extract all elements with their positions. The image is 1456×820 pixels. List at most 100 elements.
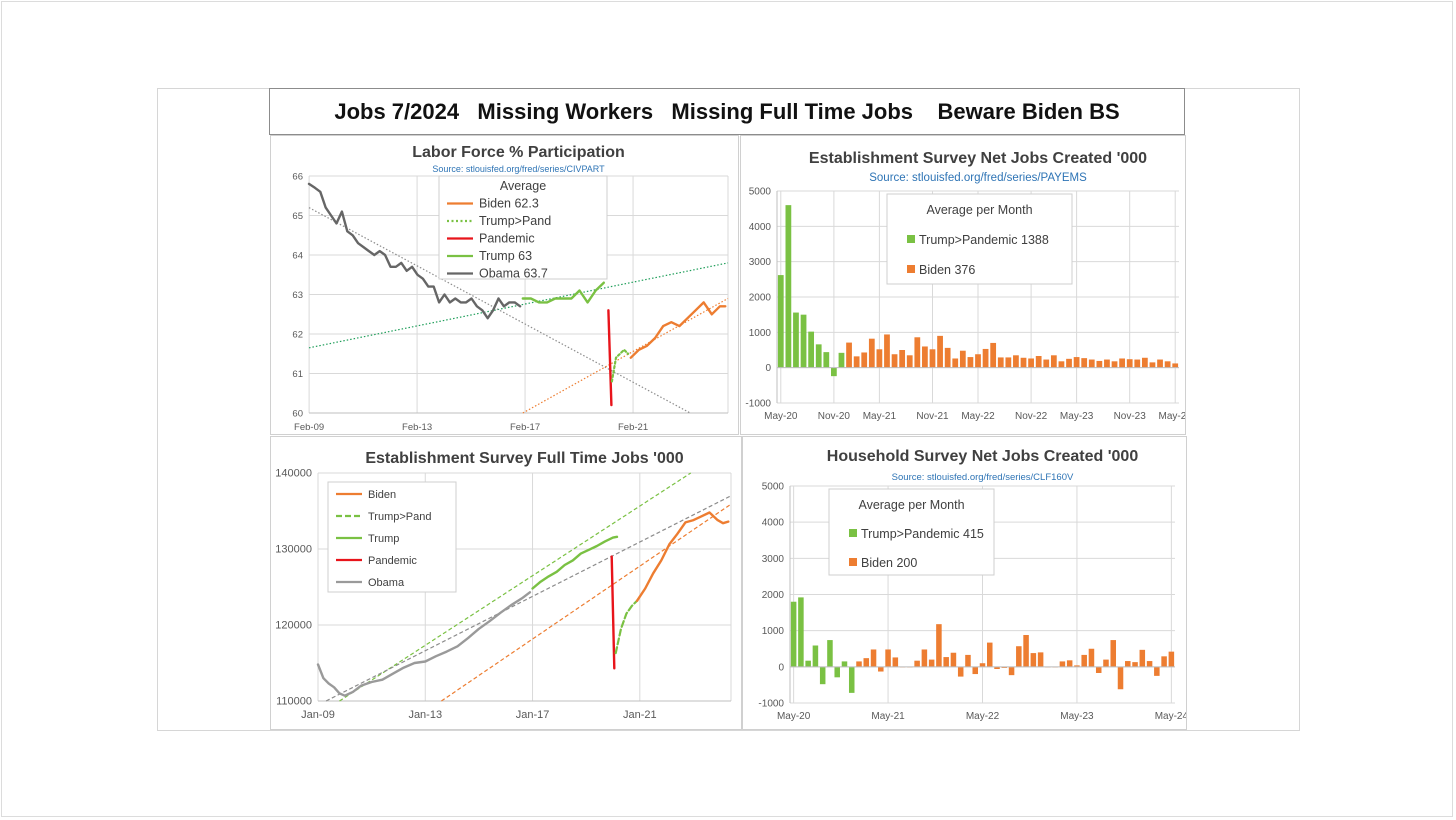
bar-biden	[1081, 654, 1087, 667]
bar-biden	[982, 348, 989, 368]
bar-biden	[937, 335, 943, 368]
bar-trump-pandemic	[819, 666, 826, 685]
y-tick-label: 5000	[762, 482, 785, 493]
bar-trump-pandemic	[800, 314, 807, 368]
bar-biden	[1117, 666, 1124, 690]
bar-biden	[870, 649, 877, 667]
bar-trump-pandemic	[838, 352, 845, 368]
bar-biden	[1008, 666, 1015, 676]
legend-label: Trump 63	[479, 249, 532, 263]
bar-biden	[1088, 648, 1095, 667]
bar-biden	[928, 659, 935, 667]
y-tick-label: 110000	[276, 696, 312, 708]
chart-title: Establishment Survey Full Time Jobs '000	[365, 450, 683, 467]
bar-biden	[1088, 359, 1095, 368]
legend-label: Trump>Pand	[479, 214, 551, 228]
trendline	[522, 297, 729, 414]
bar-biden	[1103, 659, 1109, 667]
x-tick-label: May-23	[1060, 411, 1094, 422]
bar-biden	[1154, 666, 1160, 676]
bar-biden	[853, 356, 860, 368]
trendline	[339, 472, 692, 702]
legend-label: Trump>Pandemic 1388	[919, 233, 1049, 247]
bar-biden	[952, 358, 959, 368]
household-net-jobs-chart: Household Survey Net Jobs Created '000 So…	[758, 448, 1187, 722]
bar-trump-pandemic	[790, 601, 797, 667]
series-line-trump-pand	[614, 599, 639, 655]
y-tick-label: -1000	[758, 699, 784, 710]
bar-trump-pandemic	[848, 666, 855, 693]
legend-swatch-trump-pandemic-1388	[907, 235, 915, 243]
y-tick-label: -1000	[745, 399, 771, 410]
panel-full-time: Establishment Survey Full Time Jobs '000…	[270, 436, 742, 730]
x-tick-label: May-20	[764, 411, 798, 422]
bar-biden	[965, 654, 971, 667]
bar-biden	[950, 652, 957, 667]
bar-biden	[868, 338, 875, 368]
chart-title: Establishment Survey Net Jobs Created '0…	[809, 150, 1147, 167]
x-tick-label: May-22	[961, 411, 995, 422]
establishment-net-jobs-chart: Establishment Survey Net Jobs Created '0…	[745, 150, 1185, 422]
x-tick-label: Feb-21	[618, 422, 648, 433]
x-tick-label: Feb-13	[402, 422, 432, 433]
y-tick-label: 3000	[762, 554, 785, 565]
y-tick-label: 66	[292, 172, 303, 183]
x-tick-label: May-24	[1155, 711, 1187, 722]
series-line-obama	[316, 591, 532, 697]
bar-biden	[1132, 662, 1138, 667]
legend-swatch-biden-200	[849, 558, 857, 566]
bar-biden	[1030, 653, 1037, 667]
bar-biden	[990, 342, 997, 368]
bar-trump-pandemic	[777, 275, 784, 368]
bar-biden	[846, 342, 852, 368]
legend-title: Average	[500, 179, 546, 193]
bar-biden	[1005, 357, 1012, 368]
bar-biden	[994, 666, 1000, 669]
y-tick-label: 4000	[762, 518, 785, 529]
bar-biden	[1066, 660, 1073, 667]
bar-biden	[1172, 363, 1179, 368]
bar-biden	[1125, 661, 1131, 667]
y-tick-label: 2000	[762, 590, 785, 601]
legend-box	[886, 193, 1073, 285]
bar-biden	[1119, 358, 1125, 368]
bar-biden	[975, 354, 981, 368]
bar-biden	[1001, 666, 1008, 668]
legend-label: Trump	[368, 533, 399, 545]
bar-biden	[876, 349, 883, 368]
legend-label: Obama	[368, 577, 405, 589]
bar-biden	[884, 334, 890, 368]
legend-label: Biden	[368, 489, 396, 501]
series-line-pandemic	[610, 555, 616, 670]
bar-biden	[1058, 361, 1065, 368]
chart-source: Source: stlouisfed.org/fred/series/CIVPA…	[432, 164, 605, 174]
legend-label: Trump>Pandemic 415	[861, 527, 984, 541]
bar-biden	[997, 357, 1004, 368]
y-tick-label: 63	[292, 290, 303, 301]
bar-trump-pandemic	[831, 367, 837, 377]
x-tick-label: Feb-09	[294, 422, 324, 433]
bar-biden	[922, 346, 928, 368]
bar-biden	[1073, 357, 1080, 368]
bar-biden	[863, 658, 870, 667]
bar-biden	[856, 661, 862, 667]
x-tick-label: Jan-21	[623, 709, 657, 721]
full-time-jobs-chart: Establishment Survey Full Time Jobs '000…	[275, 450, 732, 721]
y-tick-label: 5000	[749, 187, 772, 198]
bar-biden	[1134, 359, 1141, 368]
bar-biden	[972, 666, 978, 675]
x-tick-label: Jan-13	[408, 709, 442, 721]
legend-title: Average per Month	[926, 203, 1032, 217]
bar-biden	[914, 660, 920, 667]
y-tick-label: 1000	[749, 328, 772, 339]
bar-biden	[1164, 361, 1171, 368]
bar-trump-pandemic	[827, 640, 833, 667]
legend-label: Biden 62.3	[479, 197, 539, 211]
legend-label: Trump>Pand	[368, 511, 432, 523]
trendline	[441, 503, 732, 702]
bar-biden	[987, 642, 993, 667]
bar-biden	[959, 350, 966, 368]
bar-trump-pandemic	[815, 344, 822, 368]
series-line-biden	[635, 511, 730, 602]
